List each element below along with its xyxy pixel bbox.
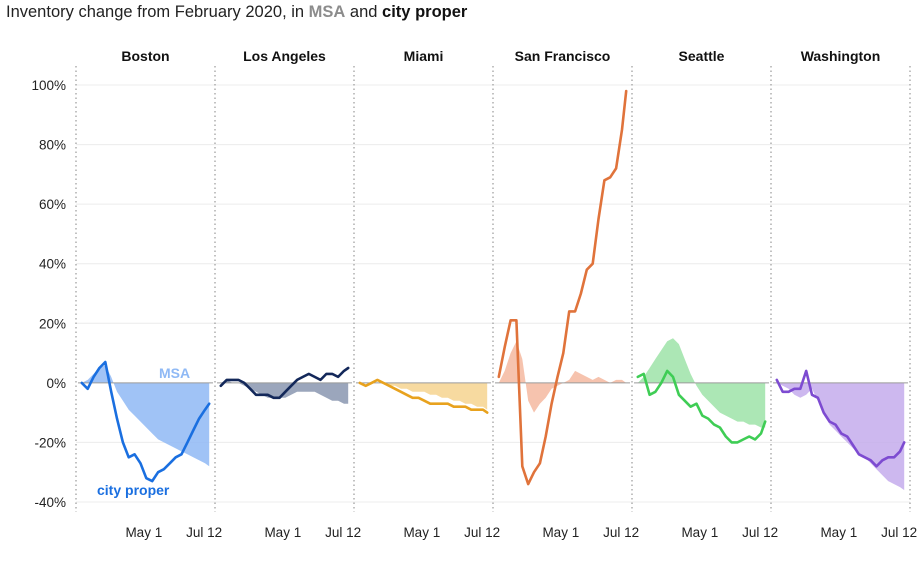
city-proper-annotation: city proper <box>97 482 170 498</box>
panel-title-boston: Boston <box>121 48 169 64</box>
panel-title-san-francisco: San Francisco <box>515 48 611 64</box>
y-tick-label: -20% <box>34 435 66 450</box>
city-line-boston <box>80 360 211 483</box>
x-tick-label: May 1 <box>125 525 162 540</box>
y-tick-label: 20% <box>39 316 66 331</box>
msa-area-seattle <box>637 338 766 428</box>
x-tick-label: Jul 12 <box>186 525 222 540</box>
msa-area-boston <box>81 365 210 467</box>
x-tick-label: Jul 12 <box>881 525 917 540</box>
msa-annotation: MSA <box>159 365 190 381</box>
title-city-label: city proper <box>382 3 468 21</box>
x-tick-label: May 1 <box>264 525 301 540</box>
title-msa-label: MSA <box>308 3 346 21</box>
panel-title-washington: Washington <box>801 48 881 64</box>
chart-title: Inventory change from February 2020, in … <box>6 3 467 22</box>
x-tick-label: Jul 12 <box>742 525 778 540</box>
panel-title-los-angeles: Los Angeles <box>243 48 326 64</box>
city-line-layer <box>80 89 906 486</box>
y-tick-label: 100% <box>31 78 66 93</box>
city-line-miami <box>358 378 489 414</box>
x-tick-label: May 1 <box>820 525 857 540</box>
title-middle: and <box>345 3 383 21</box>
y-tick-label: 40% <box>39 257 66 272</box>
y-tick-label: 80% <box>39 138 66 153</box>
y-tick-label: 60% <box>39 197 66 212</box>
x-tick-label: Jul 12 <box>325 525 361 540</box>
panel-title-miami: Miami <box>404 48 444 64</box>
msa-area-washington <box>776 382 905 491</box>
city-line-los-angeles <box>219 366 350 400</box>
city-line-san-francisco <box>497 89 628 486</box>
x-tick-label: May 1 <box>403 525 440 540</box>
panel-title-seattle: Seattle <box>679 48 725 64</box>
x-tick-label: May 1 <box>542 525 579 540</box>
label-layer: -40% -20% 0% 20% 40% 60% 80% 100% Boston May 1 Jul… <box>31 48 917 540</box>
x-tick-label: May 1 <box>681 525 718 540</box>
title-prefix: Inventory change from February 2020, in <box>6 3 309 21</box>
msa-area-miami <box>359 382 488 410</box>
x-tick-label: Jul 12 <box>603 525 639 540</box>
city-line-washington <box>775 369 906 468</box>
x-tick-label: Jul 12 <box>464 525 500 540</box>
city-line-seattle <box>636 369 767 444</box>
y-tick-label: -40% <box>34 495 66 510</box>
msa-area-san-francisco <box>498 341 627 413</box>
y-tick-label: 0% <box>46 376 66 391</box>
